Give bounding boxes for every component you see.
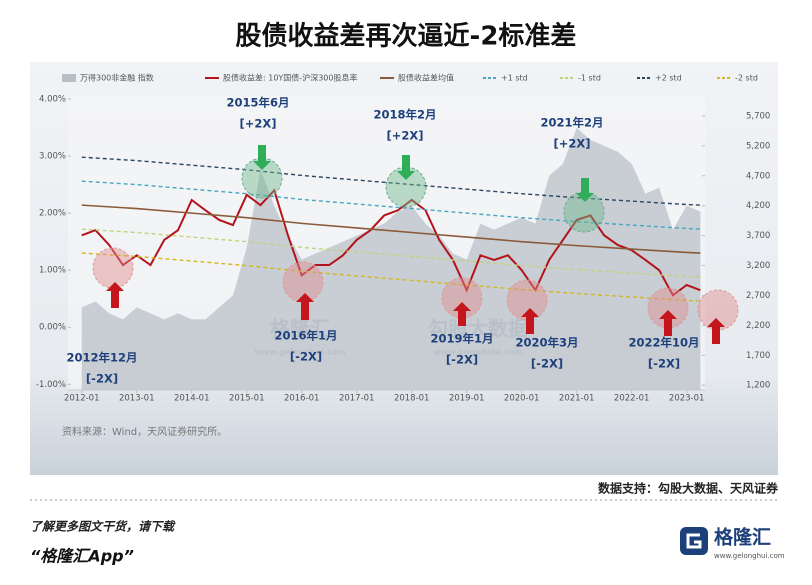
y-tick-label: 3.00% — [39, 152, 66, 162]
annotation-label: [-2X] — [446, 353, 478, 367]
annotation-label: [+2X] — [386, 129, 423, 143]
arrow — [296, 293, 314, 320]
arrow — [576, 178, 594, 202]
y-tick-label: 2.00% — [39, 209, 66, 219]
y2-tick-label: 5,200 — [746, 141, 770, 151]
legend-label: -1 std — [578, 74, 601, 83]
annotation-date: 2020年3月 — [515, 336, 578, 350]
annotation-date: 2021年2月 — [540, 116, 603, 130]
annotation-date: 2022年10月 — [628, 336, 699, 350]
footer-line2: “格隆汇App” — [30, 547, 134, 566]
page-title: 股债收益差再次逼近-2标准差 — [236, 21, 577, 52]
legend-label: +1 std — [501, 74, 528, 83]
y2-tick-label: 1,200 — [746, 381, 770, 391]
y2-tick-label: 5,700 — [746, 111, 770, 121]
annotation-label: [+2X] — [553, 137, 590, 151]
band-line — [81, 204, 701, 254]
logo-url: www.gelonghui.com — [714, 552, 785, 560]
x-tick-label: 2020-01 — [504, 394, 540, 404]
x-tick-label: 2013-01 — [119, 394, 155, 404]
y2-tick-label: 1,700 — [746, 351, 770, 361]
legend-swatch — [62, 74, 76, 82]
arrow — [253, 145, 271, 170]
band-line — [81, 156, 701, 206]
arrow — [707, 318, 725, 344]
x-tick-label: 2012-01 — [64, 394, 100, 404]
index-area — [81, 127, 701, 390]
annotation-label: [-2X] — [648, 357, 680, 371]
arrow — [453, 302, 471, 326]
highlight-circle — [241, 157, 283, 199]
annotation-date: 2019年1月 — [430, 332, 493, 346]
y-tick-label: -1.00% — [36, 380, 66, 390]
y-tick-label: 0.00% — [39, 323, 66, 333]
legend-label: -2 std — [735, 74, 758, 83]
y-tick-label: 1.00% — [39, 266, 66, 276]
plot: 4.00% 3.00% 2.00% 1.00% 0.00% -1.00% 5,700 5,20… — [36, 73, 770, 404]
highlight-circle — [92, 247, 134, 289]
arrow — [106, 282, 124, 308]
x-tick-label: 2022-01 — [614, 394, 650, 404]
annotation-label: [-2X] — [531, 357, 563, 371]
y2-tick-label: 3,200 — [746, 261, 770, 271]
legend-label: 万得300非金融 指数 — [80, 73, 154, 83]
annotation-label: [-2X] — [290, 350, 322, 364]
source-note: 资料来源：Wind，天风证券研究所。 — [62, 425, 227, 438]
legend-label: 股债收益差: 10Y国债-沪深300股息率 — [223, 73, 357, 83]
y2-tick-label: 2,700 — [746, 291, 770, 301]
logo-glyph — [686, 533, 702, 549]
footer-line1: 了解更多图文干货，请下载 — [30, 520, 176, 534]
logo: 格隆汇 www.gelonghui.com — [680, 526, 785, 560]
highlight-circle — [563, 191, 605, 233]
annotation-label: [-2X] — [86, 372, 118, 386]
y2-tick-label: 3,700 — [746, 231, 770, 241]
annotation-date: 2016年1月 — [274, 329, 337, 343]
x-tick-label: 2018-01 — [394, 394, 430, 404]
annotation-date: 2015年6月 — [226, 96, 289, 110]
x-tick-label: 2019-01 — [449, 394, 485, 404]
x-tick-label: 2021-01 — [559, 394, 595, 404]
y2-tick-label: 4,200 — [746, 201, 770, 211]
legend-label: 股债收益差均值 — [398, 73, 454, 83]
annotation-date: 2012年12月 — [66, 351, 137, 365]
annotation-date: 2018年2月 — [373, 108, 436, 122]
arrow — [521, 308, 539, 334]
annotation-label: [+2X] — [239, 117, 276, 131]
band-line — [81, 180, 701, 230]
y2-tick-label: 4,700 — [746, 171, 770, 181]
logo-text: 格隆汇 — [714, 526, 771, 549]
highlight-circle — [385, 166, 427, 208]
spread-line — [81, 188, 701, 297]
x-tick-label: 2014-01 — [174, 394, 210, 404]
x-tick-label: 2016-01 — [284, 394, 320, 404]
x-tick-label: 2023-01 — [669, 394, 705, 404]
arrow — [659, 310, 677, 336]
band-line — [81, 252, 701, 302]
y2-tick-label: 2,200 — [746, 321, 770, 331]
credit: 数据支持：勾股大数据、天风证券 — [598, 481, 779, 496]
arrow — [397, 155, 415, 180]
band-line — [81, 228, 701, 278]
x-tick-label: 2015-01 — [229, 394, 265, 404]
x-tick-label: 2017-01 — [339, 394, 375, 404]
legend-label: +2 std — [655, 74, 682, 83]
y-tick-label: 4.00% — [39, 94, 66, 104]
